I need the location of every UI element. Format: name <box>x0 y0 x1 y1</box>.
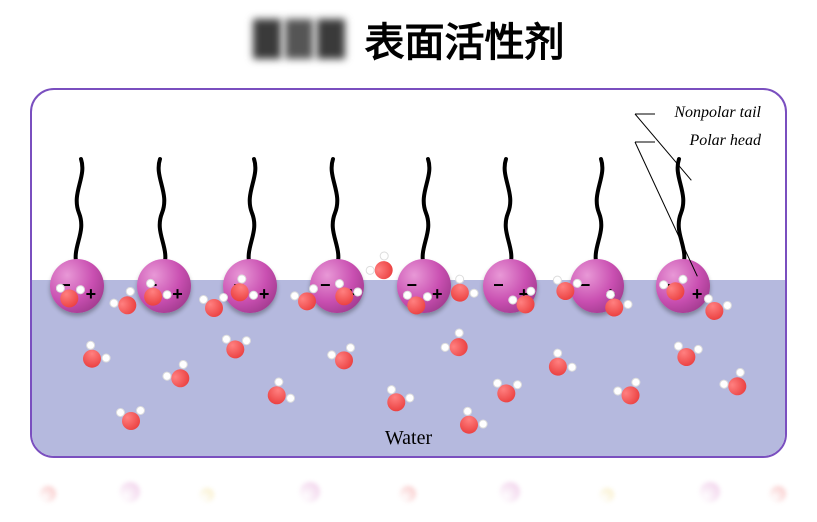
nonpolar-tail <box>663 139 703 269</box>
obscured-chapter-label <box>253 19 345 59</box>
reflection-dot <box>200 488 214 502</box>
reflection-dot <box>770 486 786 502</box>
surfactant-diagram: −+−+−+−+−+−+−+−+ Nonpolar tail Polar hea… <box>30 88 787 458</box>
nonpolar-tail <box>230 139 270 269</box>
header: 表面活性剂 <box>0 0 817 88</box>
page-title: 表面活性剂 <box>365 10 565 68</box>
nonpolar-tail <box>144 139 184 269</box>
nonpolar-tail <box>404 139 444 269</box>
reflection-dot <box>700 482 720 502</box>
reflection-dot <box>120 482 140 502</box>
reflection-dot <box>600 488 614 502</box>
diagram-container: −+−+−+−+−+−+−+−+ Nonpolar tail Polar hea… <box>30 88 787 458</box>
reflection-dot <box>40 486 56 502</box>
nonpolar-tail <box>57 139 97 269</box>
nonpolar-tail-label: Nonpolar tail <box>674 104 761 122</box>
reflection-dot <box>500 482 520 502</box>
water-label: Water <box>385 427 432 450</box>
callout-labels: Nonpolar tail Polar head <box>674 104 761 150</box>
reflection-dot <box>400 486 416 502</box>
polar-head-label: Polar head <box>674 132 761 150</box>
polar-head: −+ <box>137 259 191 313</box>
nonpolar-tail <box>577 139 617 269</box>
reflection-effect <box>0 452 817 522</box>
nonpolar-tail <box>317 139 357 269</box>
nonpolar-tail <box>490 139 530 269</box>
reflection-dot <box>300 482 320 502</box>
